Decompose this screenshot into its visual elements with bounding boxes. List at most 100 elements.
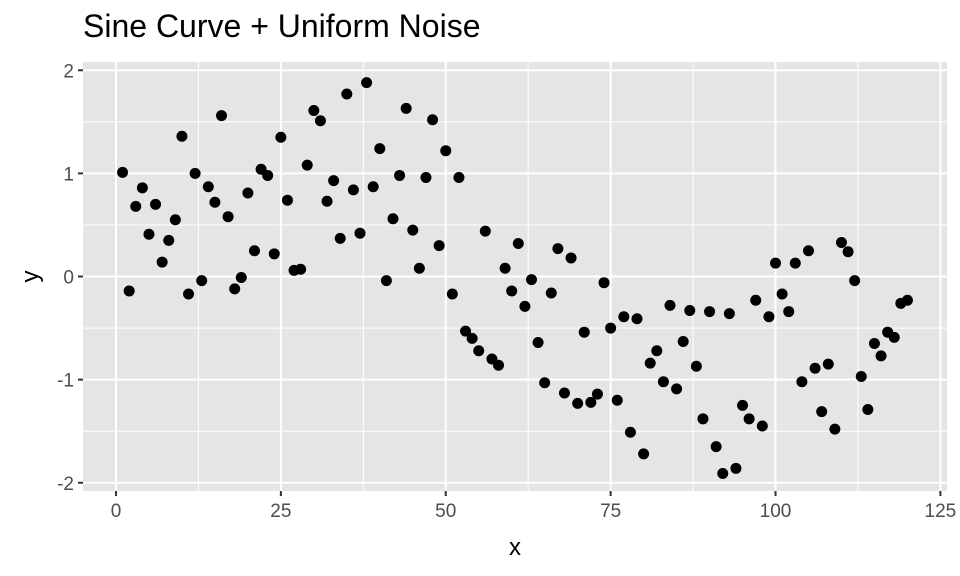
data-point	[783, 306, 795, 318]
y-tick-label: -2	[57, 474, 74, 495]
data-point	[677, 335, 689, 347]
data-point	[671, 383, 683, 395]
data-point	[420, 172, 432, 183]
data-point	[130, 200, 142, 212]
data-point	[235, 272, 247, 284]
data-point	[440, 145, 452, 157]
data-point	[512, 238, 524, 249]
data-point	[829, 423, 841, 435]
x-tick-label: 100	[760, 501, 792, 522]
data-point	[183, 288, 195, 300]
data-point	[578, 326, 590, 338]
x-tick-label: 125	[925, 501, 957, 522]
data-point	[545, 287, 557, 299]
data-point	[268, 248, 280, 260]
chart-title: Sine Curve + Uniform Noise	[83, 8, 481, 44]
data-point	[189, 167, 201, 179]
data-point	[664, 299, 676, 311]
data-point	[222, 211, 234, 223]
data-point	[558, 387, 570, 399]
data-point	[835, 236, 847, 248]
data-point	[229, 283, 241, 295]
data-point	[407, 224, 419, 236]
y-tick-label: 2	[63, 61, 74, 82]
data-point	[631, 313, 643, 325]
data-point	[341, 88, 353, 100]
data-point	[552, 243, 564, 255]
data-point	[565, 252, 577, 264]
data-point	[684, 305, 696, 317]
data-point	[400, 102, 412, 114]
data-point	[730, 462, 742, 474]
x-tick-label: 0	[111, 501, 122, 522]
data-point	[367, 181, 379, 193]
data-point	[275, 131, 287, 143]
data-point	[374, 143, 386, 155]
data-point	[427, 114, 439, 126]
data-point	[651, 345, 663, 357]
data-point	[605, 322, 617, 334]
data-point	[638, 448, 650, 460]
data-point	[756, 420, 768, 432]
data-point	[657, 376, 669, 388]
data-point	[624, 426, 636, 438]
data-point	[875, 350, 887, 362]
data-point	[394, 169, 406, 181]
data-point	[466, 332, 478, 344]
data-point	[460, 325, 472, 337]
data-point	[737, 399, 749, 411]
data-point	[493, 359, 505, 371]
data-point	[143, 228, 155, 240]
minor-gridlines	[83, 62, 947, 491]
data-point	[519, 300, 531, 312]
data-point	[301, 159, 313, 171]
x-tick-label: 25	[270, 501, 291, 522]
data-point	[308, 104, 320, 116]
data-point	[776, 288, 788, 300]
data-point	[453, 172, 465, 183]
data-point	[618, 311, 630, 323]
data-point	[802, 245, 814, 257]
data-point	[697, 413, 709, 425]
data-point	[117, 166, 129, 178]
x-axis-title: x	[509, 534, 521, 561]
data-point	[334, 232, 346, 244]
data-point	[868, 338, 880, 350]
data-point	[328, 175, 340, 187]
data-point	[710, 441, 722, 453]
data-point	[347, 184, 359, 196]
data-point	[281, 194, 293, 206]
data-point	[242, 187, 254, 199]
data-point	[842, 246, 854, 258]
data-point	[572, 397, 584, 409]
data-point	[433, 240, 445, 252]
x-tick-label: 75	[600, 501, 621, 522]
data-point	[690, 360, 702, 372]
data-point	[532, 337, 544, 348]
data-point	[743, 413, 755, 425]
data-point	[354, 227, 366, 239]
data-point	[901, 294, 913, 306]
data-point	[789, 257, 801, 269]
data-point	[862, 404, 874, 416]
x-tick-label: 50	[435, 501, 456, 522]
data-point	[855, 371, 867, 383]
data-point	[770, 257, 782, 269]
data-point	[202, 181, 214, 193]
data-point	[321, 195, 333, 207]
y-tick-label: 0	[63, 268, 74, 289]
data-point	[809, 362, 821, 374]
data-point	[506, 285, 518, 297]
data-point	[717, 467, 729, 479]
data-point	[176, 130, 188, 142]
data-point	[591, 388, 603, 400]
data-point	[446, 288, 458, 300]
data-point	[380, 275, 392, 287]
data-point	[209, 196, 221, 208]
data-point	[150, 198, 162, 210]
data-point	[216, 110, 228, 122]
data-point	[750, 294, 762, 306]
data-points	[117, 77, 913, 479]
data-point	[156, 256, 168, 268]
data-point	[763, 311, 775, 323]
